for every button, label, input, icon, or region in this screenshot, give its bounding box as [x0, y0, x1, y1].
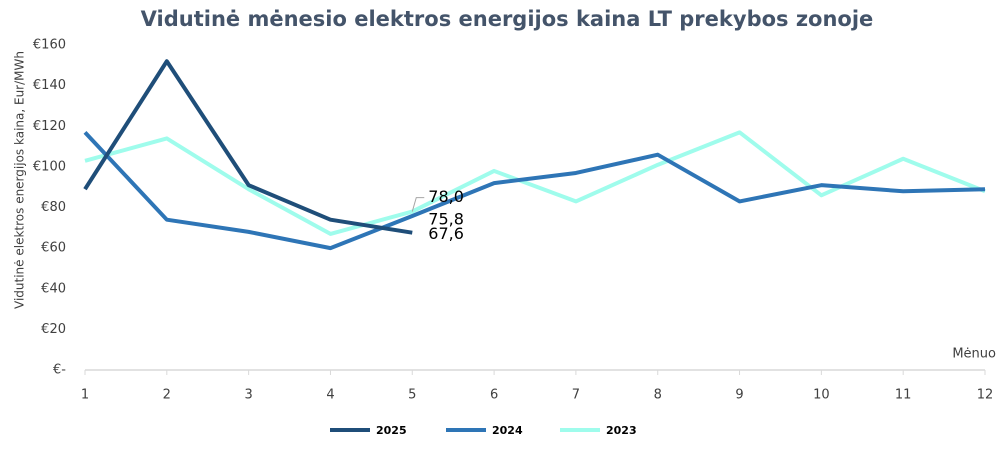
x-tick-label: 3: [244, 388, 252, 403]
series-line: [83, 59, 413, 235]
x-tick-label: 7: [572, 388, 580, 403]
series-line: [83, 130, 986, 251]
legend-label: 2023: [606, 424, 637, 437]
legend-label: 2025: [376, 424, 407, 437]
x-tick-label: 11: [895, 388, 912, 403]
y-tick-label: €60: [41, 241, 66, 256]
x-tick-label: 2: [163, 388, 171, 403]
data-label: 78,0: [428, 187, 464, 206]
x-tick-label: 8: [654, 388, 662, 403]
label-leader: [411, 197, 425, 212]
chart-title: Vidutinė mėnesio elektros energijos kain…: [141, 7, 874, 31]
y-tick-label: €120: [33, 119, 66, 134]
y-tick-label: €100: [33, 159, 66, 174]
legend-label: 2024: [492, 424, 523, 437]
data-label: 75,8: [428, 210, 464, 229]
y-axis-label: Vidutinė elektros energijos kaina, Eur/M…: [13, 51, 27, 309]
y-tick-label: €-: [53, 363, 66, 378]
x-tick-label: 6: [490, 388, 498, 403]
x-tick-label: 4: [326, 388, 334, 403]
x-tick-label: 5: [408, 388, 416, 403]
y-tick-label: €80: [41, 200, 66, 215]
x-tick-label: 12: [977, 388, 994, 403]
y-tick-label: €20: [41, 322, 66, 337]
x-tick-label: 1: [81, 388, 89, 403]
y-tick-label: €160: [33, 38, 66, 53]
x-tick-label: 10: [813, 388, 830, 403]
data-label: 67,6: [428, 224, 464, 243]
y-tick-label: €40: [41, 281, 66, 296]
x-tick-label: 9: [735, 388, 743, 403]
y-tick-label: €140: [33, 78, 66, 93]
series-line: [84, 130, 986, 236]
x-axis-label: Mėnuo: [952, 347, 996, 362]
